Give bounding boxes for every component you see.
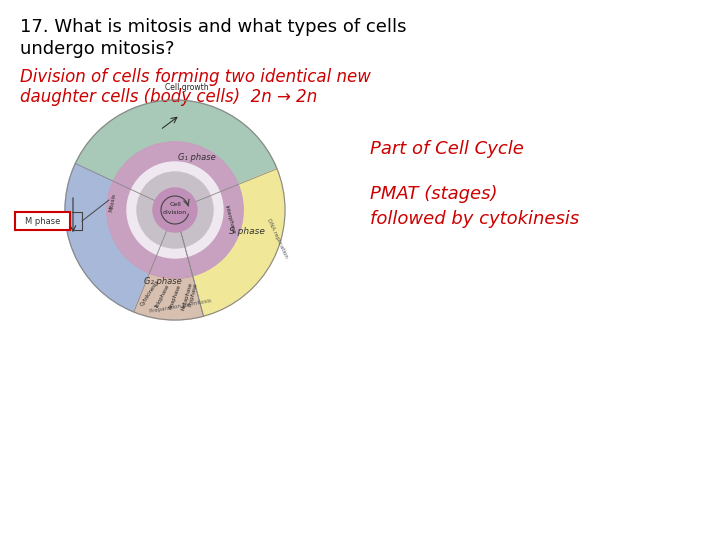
Bar bbox=[15, 212, 70, 230]
Wedge shape bbox=[134, 210, 204, 320]
Text: G₁ phase: G₁ phase bbox=[178, 153, 216, 163]
Text: Interphase: Interphase bbox=[224, 205, 236, 235]
Wedge shape bbox=[175, 210, 192, 278]
Text: Part of Cell Cycle: Part of Cell Cycle bbox=[370, 140, 524, 158]
Circle shape bbox=[153, 188, 197, 232]
Wedge shape bbox=[76, 100, 277, 210]
Circle shape bbox=[149, 184, 201, 236]
Text: 17. What is mitosis and what types of cells: 17. What is mitosis and what types of ce… bbox=[20, 18, 407, 36]
Text: DNA replication: DNA replication bbox=[266, 218, 288, 259]
Wedge shape bbox=[65, 164, 175, 312]
Text: Cytokinesis: Cytokinesis bbox=[139, 279, 160, 307]
Wedge shape bbox=[175, 169, 285, 316]
Text: Prophase: Prophase bbox=[188, 283, 199, 307]
Circle shape bbox=[107, 142, 243, 278]
Text: Mitosis: Mitosis bbox=[109, 192, 117, 212]
Wedge shape bbox=[171, 210, 181, 278]
Text: Telophase: Telophase bbox=[155, 284, 171, 309]
Circle shape bbox=[149, 184, 201, 236]
Circle shape bbox=[133, 168, 217, 252]
Wedge shape bbox=[150, 210, 175, 276]
Text: PMAT (stages): PMAT (stages) bbox=[370, 185, 498, 203]
Text: S phase: S phase bbox=[229, 227, 265, 237]
Text: Anaphase: Anaphase bbox=[168, 284, 182, 310]
Text: Metaphase: Metaphase bbox=[181, 281, 194, 311]
Text: Cell: Cell bbox=[169, 201, 181, 206]
Text: M phase: M phase bbox=[24, 217, 60, 226]
Circle shape bbox=[107, 142, 243, 278]
Text: Division of cells forming two identical new: Division of cells forming two identical … bbox=[20, 68, 371, 86]
Wedge shape bbox=[161, 210, 175, 278]
Text: G₂ phase: G₂ phase bbox=[144, 278, 182, 287]
Text: division: division bbox=[163, 211, 187, 215]
Circle shape bbox=[127, 162, 223, 258]
Text: followed by cytokinesis: followed by cytokinesis bbox=[370, 210, 580, 228]
Text: Cell growth: Cell growth bbox=[165, 83, 209, 92]
Text: daughter cells (body cells)  2n → 2n: daughter cells (body cells) 2n → 2n bbox=[20, 88, 318, 106]
Circle shape bbox=[133, 168, 217, 252]
Circle shape bbox=[137, 172, 213, 248]
Text: Preparation for mitosis: Preparation for mitosis bbox=[148, 298, 212, 314]
Text: undergo mitosis?: undergo mitosis? bbox=[20, 40, 174, 58]
